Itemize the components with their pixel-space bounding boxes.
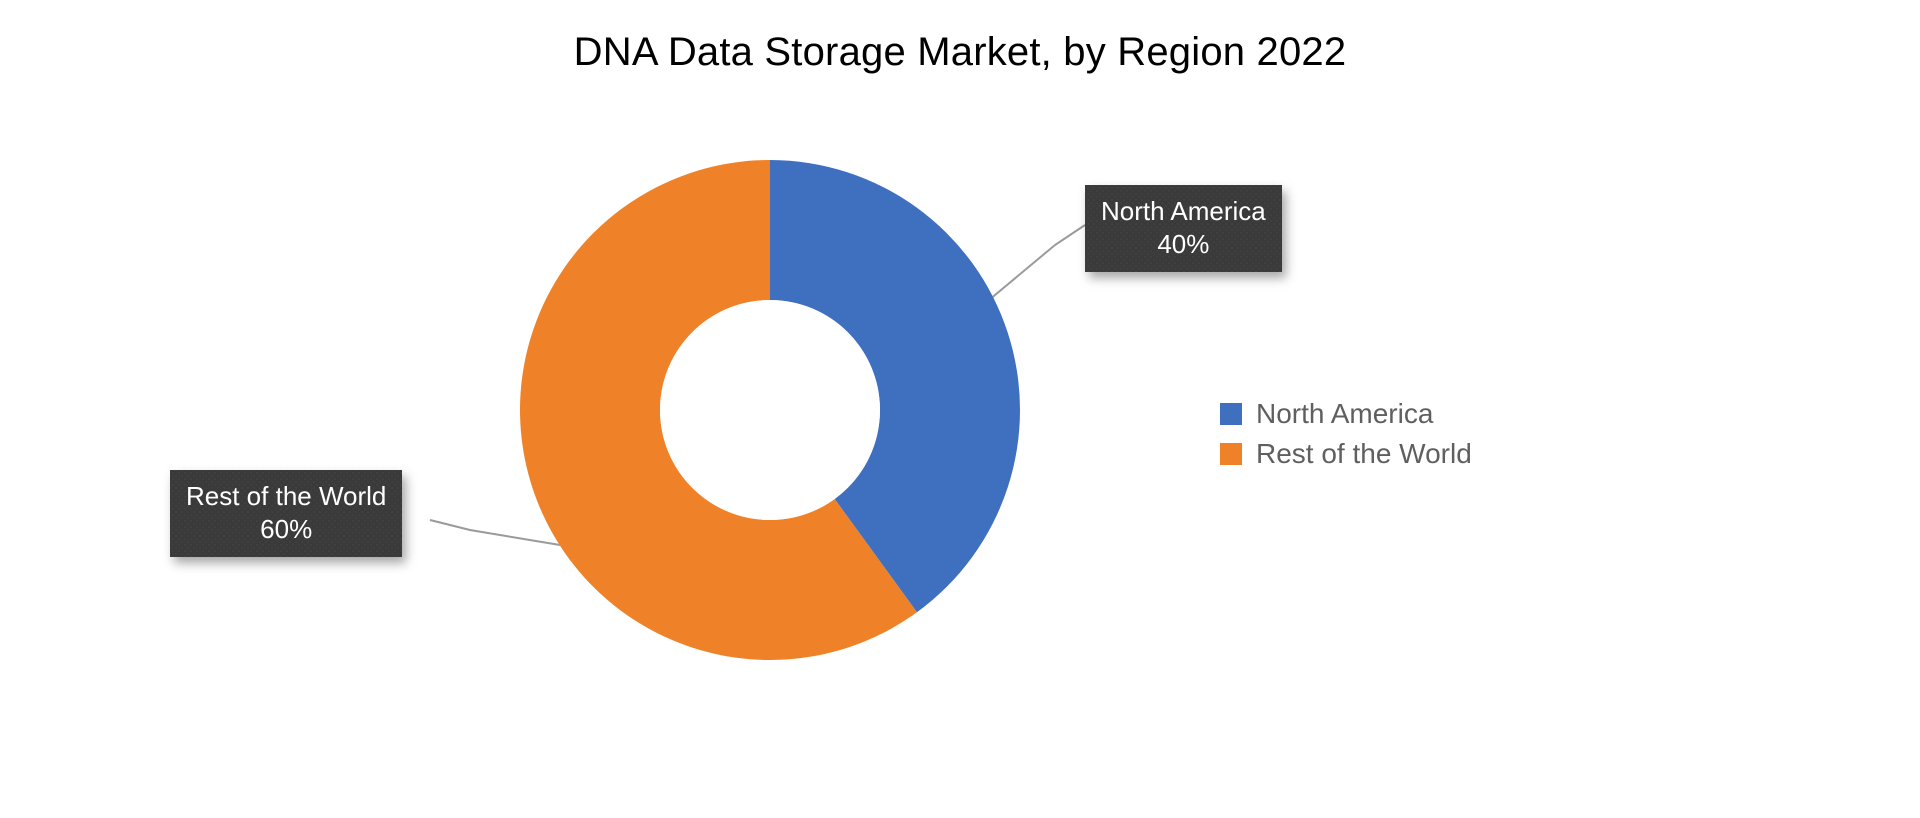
legend-swatch bbox=[1220, 403, 1242, 425]
callout-label: Rest of the World bbox=[186, 480, 386, 513]
legend: North America Rest of the World bbox=[1220, 390, 1472, 478]
legend-item-1: Rest of the World bbox=[1220, 438, 1472, 470]
legend-label: Rest of the World bbox=[1256, 438, 1472, 470]
callout-percent: 40% bbox=[1101, 228, 1266, 261]
legend-item-0: North America bbox=[1220, 398, 1472, 430]
donut-hole bbox=[660, 300, 880, 520]
legend-label: North America bbox=[1256, 398, 1433, 430]
callout-box-1: Rest of the World60% bbox=[170, 470, 402, 557]
donut-chart bbox=[500, 140, 1040, 680]
callout-label: North America bbox=[1101, 195, 1266, 228]
callout-percent: 60% bbox=[186, 513, 386, 546]
legend-swatch bbox=[1220, 443, 1242, 465]
callout-box-0: North America40% bbox=[1085, 185, 1282, 272]
